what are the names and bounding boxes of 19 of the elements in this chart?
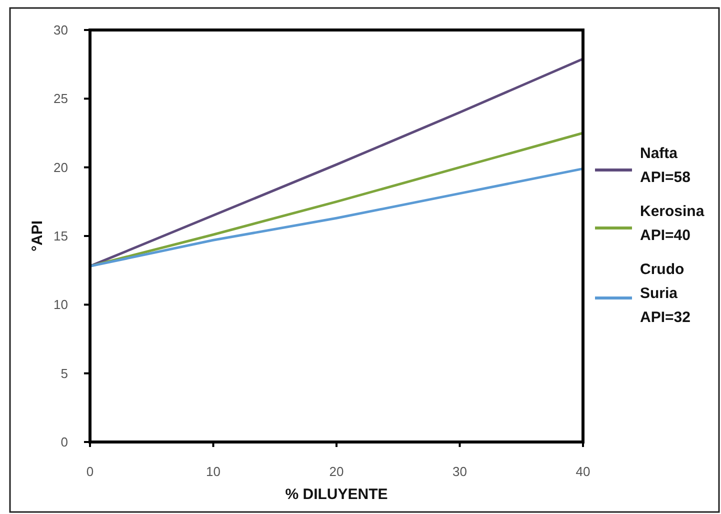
y-tick-label: 5 [60,366,68,381]
legend-label: Crudo Suria API=32 [640,261,690,326]
line-series [88,58,584,268]
line-series [88,167,584,268]
x-tick-label: 40 [576,464,590,479]
y-tick-label: 10 [54,297,68,312]
y-axis-title: °API [29,220,46,252]
x-tick-label: 20 [329,464,344,479]
x-tick-label: 10 [206,464,220,479]
y-tick-label: 15 [54,228,68,244]
y-tick-label: 0 [60,434,68,450]
x-axis-title: % DILUYENTE [285,486,388,503]
legend-label: Kerosina API=40 [640,203,705,244]
legend-label: Nafta API=58 [640,145,690,186]
y-tick-label: 25 [54,91,68,106]
x-tick-label: 0 [86,464,94,479]
y-tick-label: 20 [54,160,68,175]
y-tick-label: 30 [54,22,68,38]
x-tick-label: 30 [452,464,467,479]
